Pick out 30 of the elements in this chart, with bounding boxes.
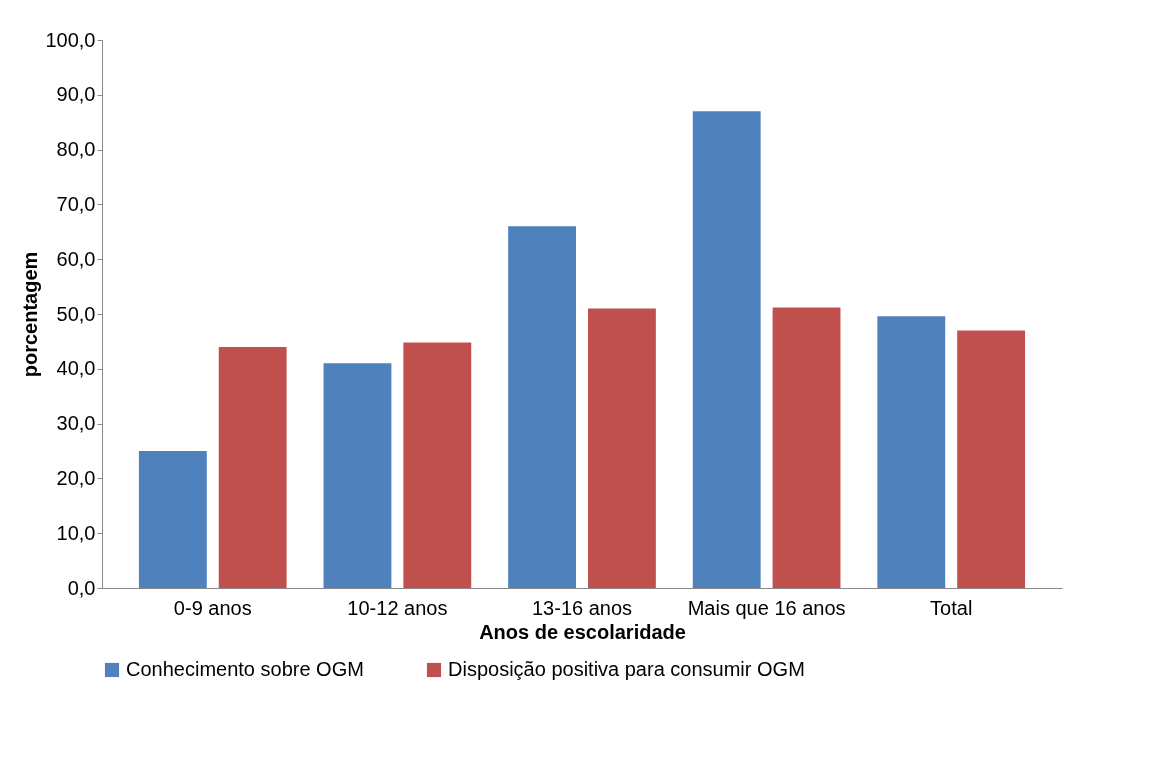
y-tick-label: 80,0 bbox=[56, 138, 96, 161]
bar bbox=[692, 111, 761, 588]
x-axis-title: Anos de escolaridade bbox=[479, 620, 686, 643]
bar bbox=[772, 307, 841, 588]
y-tick-label: 50,0 bbox=[56, 302, 96, 325]
y-tick-label: 30,0 bbox=[56, 412, 96, 435]
x-tick-label: Total bbox=[930, 596, 973, 619]
y-tick-label: 60,0 bbox=[56, 247, 96, 270]
x-tick-label: 10-12 anos bbox=[347, 596, 448, 619]
bar bbox=[957, 330, 1026, 588]
bar bbox=[323, 363, 392, 588]
bar bbox=[508, 226, 577, 588]
y-tick-label: 40,0 bbox=[56, 357, 96, 380]
bar bbox=[138, 451, 207, 588]
x-tick-label: 0-9 anos bbox=[173, 596, 252, 619]
bar bbox=[877, 316, 946, 588]
legend-label: Conhecimento sobre OGM bbox=[126, 658, 364, 680]
x-tick-label: Mais que 16 anos bbox=[687, 596, 846, 619]
legend-label: Disposição positiva para consumir OGM bbox=[448, 658, 805, 680]
bar bbox=[218, 346, 287, 588]
y-tick-label: 90,0 bbox=[56, 83, 96, 106]
y-tick-label: 10,0 bbox=[56, 521, 96, 544]
y-tick-label: 0,0 bbox=[67, 576, 96, 599]
bar bbox=[403, 342, 472, 588]
y-tick-label: 20,0 bbox=[56, 466, 96, 489]
y-tick-label: 70,0 bbox=[56, 192, 96, 215]
y-tick-label: 100,0 bbox=[45, 28, 96, 51]
x-tick-label: 13-16 anos bbox=[531, 596, 633, 619]
bar bbox=[587, 308, 656, 588]
y-axis-title: porcentagem bbox=[19, 251, 42, 378]
